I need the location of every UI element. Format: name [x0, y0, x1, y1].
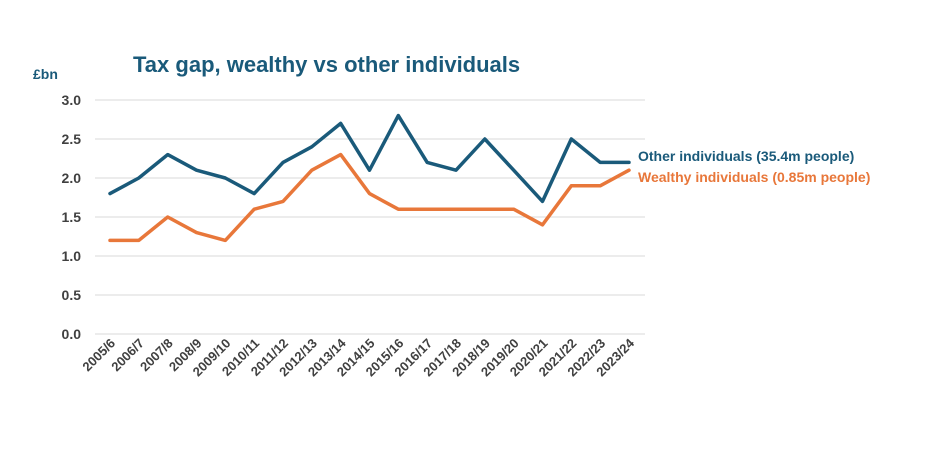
legend-label-other-individuals: Other individuals (35.4m people) [638, 148, 854, 164]
y-axis-unit-label: £bn [33, 66, 58, 82]
y-tick-label: 3.0 [62, 92, 82, 108]
y-tick-label: 2.0 [62, 170, 82, 186]
series-lines [108, 113, 631, 243]
y-tick-label: 0.0 [62, 326, 82, 342]
series-line-wealthy-individuals [108, 152, 631, 243]
y-tick-label: 1.0 [62, 248, 82, 264]
chart-title: Tax gap, wealthy vs other individuals [133, 52, 520, 77]
x-axis-ticks: 2005/62006/72007/82008/92009/102010/1120… [79, 335, 637, 379]
y-tick-label: 2.5 [62, 131, 82, 147]
legend: Other individuals (35.4m people) Wealthy … [638, 148, 870, 185]
y-tick-label: 0.5 [62, 287, 82, 303]
gridlines [95, 99, 645, 335]
series-line-other-individuals [108, 113, 631, 204]
legend-label-wealthy-individuals: Wealthy individuals (0.85m people) [638, 169, 870, 185]
y-axis-ticks: 0.0 0.5 1.0 1.5 2.0 2.5 3.0 [62, 92, 82, 342]
y-tick-label: 1.5 [62, 209, 82, 225]
